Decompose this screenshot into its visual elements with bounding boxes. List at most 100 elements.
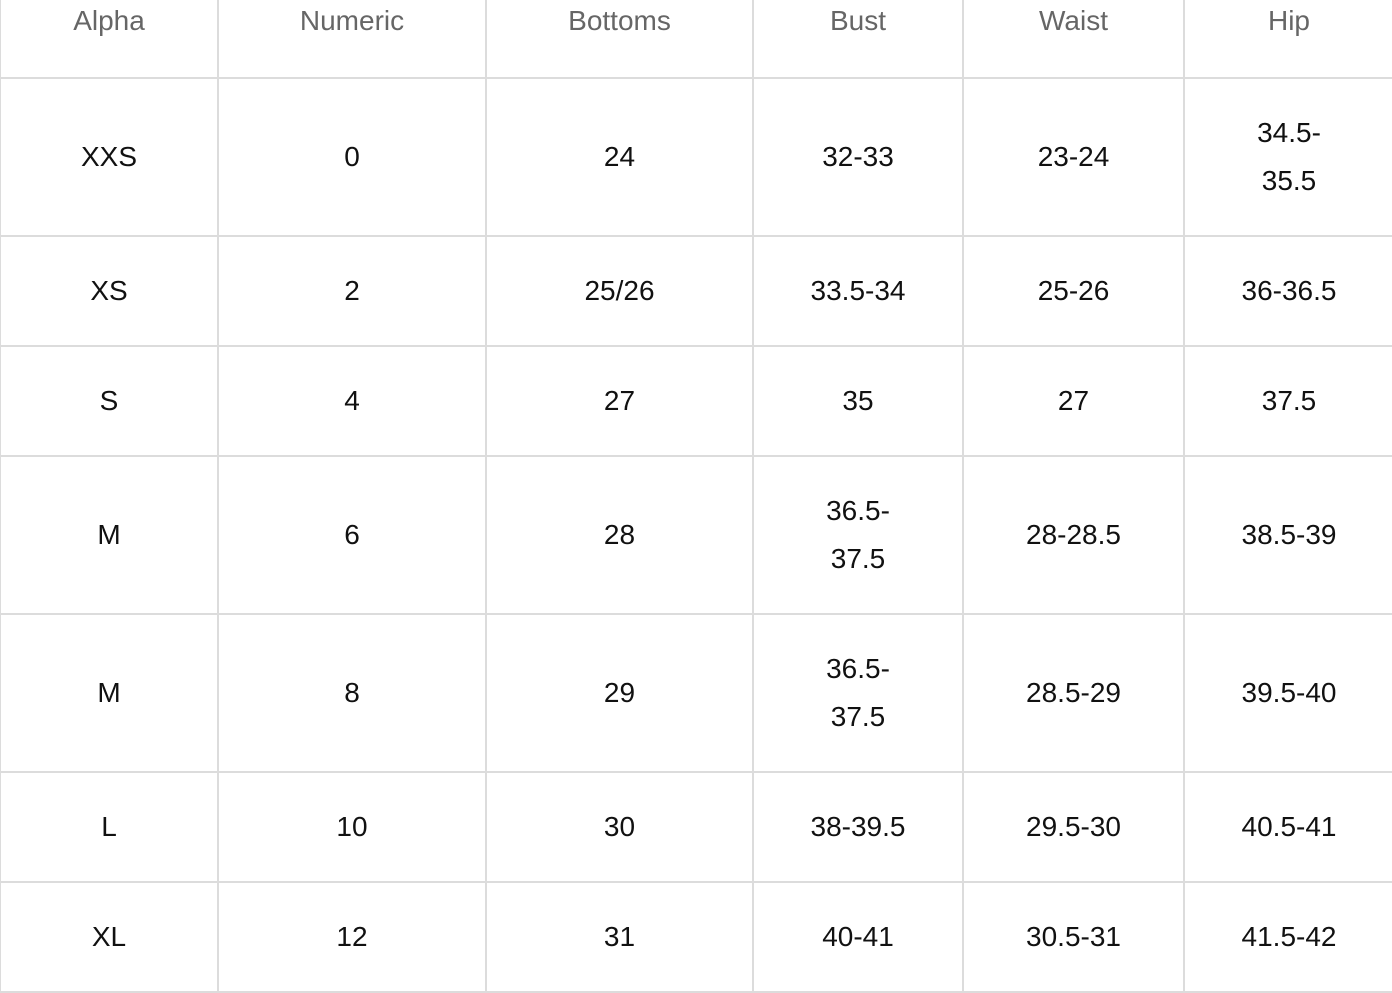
cell-alpha: S bbox=[0, 345, 219, 457]
cell-value: M bbox=[97, 677, 121, 708]
cell-value: 30 bbox=[603, 811, 636, 842]
table-row: XXS 0 24 32-33 23-24 34.5-35.5 bbox=[0, 77, 1392, 237]
cell-value: 36-36.5 bbox=[1241, 275, 1337, 306]
cell-value: M bbox=[97, 519, 121, 550]
cell-hip: 40.5-41 bbox=[1183, 771, 1392, 883]
cell-numeric: 6 bbox=[217, 455, 487, 615]
cell-alpha: XS bbox=[0, 235, 219, 347]
cell-bust: 40-41 bbox=[752, 881, 964, 993]
cell-waist: 30.5-31 bbox=[962, 881, 1185, 993]
cell-value: 10 bbox=[336, 811, 368, 842]
cell-value: 25/26 bbox=[584, 275, 655, 306]
table-row: L 10 30 38-39.5 29.5-30 40.5-41 bbox=[0, 771, 1392, 883]
column-header-label: Bottoms bbox=[568, 5, 671, 36]
column-header-hip: Hip bbox=[1183, 0, 1392, 79]
cell-value: XXS bbox=[80, 141, 138, 172]
cell-value: 4 bbox=[344, 385, 360, 416]
cell-numeric: 10 bbox=[217, 771, 487, 883]
cell-value: 35 bbox=[842, 385, 874, 416]
cell-value: 28 bbox=[603, 519, 636, 550]
cell-bust: 35 bbox=[752, 345, 964, 457]
cell-hip: 36-36.5 bbox=[1183, 235, 1392, 347]
cell-value: 8 bbox=[344, 677, 360, 708]
table-row: XS 2 25/26 33.5-34 25-26 36-36.5 bbox=[0, 235, 1392, 347]
cell-waist: 25-26 bbox=[962, 235, 1185, 347]
cell-bust: 36.5-37.5 bbox=[752, 455, 964, 615]
cell-value: 39.5-40 bbox=[1241, 677, 1337, 708]
cell-value: 25-26 bbox=[1037, 275, 1110, 306]
cell-bottoms: 24 bbox=[485, 77, 754, 237]
cell-alpha: XL bbox=[0, 881, 219, 993]
table-row: S 4 27 35 27 37.5 bbox=[0, 345, 1392, 457]
cell-alpha: L bbox=[0, 771, 219, 883]
cell-value: 40.5-41 bbox=[1241, 811, 1337, 842]
cell-bottoms: 28 bbox=[485, 455, 754, 615]
cell-hip: 38.5-39 bbox=[1183, 455, 1392, 615]
cell-value: XL bbox=[91, 921, 127, 952]
cell-value: 12 bbox=[336, 921, 368, 952]
cell-value: 36.5-37.5 bbox=[826, 495, 890, 574]
cell-value: 38.5-39 bbox=[1241, 519, 1337, 550]
cell-value: 34.5-35.5 bbox=[1257, 117, 1321, 196]
cell-numeric: 12 bbox=[217, 881, 487, 993]
cell-value: 28-28.5 bbox=[1026, 519, 1121, 550]
cell-bottoms: 25/26 bbox=[485, 235, 754, 347]
cell-value: 37.5 bbox=[1261, 385, 1317, 416]
cell-value: 38-39.5 bbox=[810, 811, 906, 842]
column-header-alpha: Alpha bbox=[0, 0, 219, 79]
cell-value: 27 bbox=[603, 385, 636, 416]
cell-hip: 39.5-40 bbox=[1183, 613, 1392, 773]
cell-value: 32-33 bbox=[822, 141, 894, 172]
cell-numeric: 2 bbox=[217, 235, 487, 347]
cell-waist: 28.5-29 bbox=[962, 613, 1185, 773]
table-row: XL 12 31 40-41 30.5-31 41.5-42 bbox=[0, 881, 1392, 993]
cell-bottoms: 30 bbox=[485, 771, 754, 883]
column-header-bottoms: Bottoms bbox=[485, 0, 754, 79]
table-row: M 8 29 36.5-37.5 28.5-29 39.5-40 bbox=[0, 613, 1392, 773]
cell-value: 33.5-34 bbox=[810, 275, 906, 306]
column-header-label: Alpha bbox=[73, 5, 145, 36]
cell-value: 29 bbox=[603, 677, 636, 708]
cell-bust: 32-33 bbox=[752, 77, 964, 237]
cell-value: S bbox=[99, 385, 119, 416]
cell-value: L bbox=[101, 811, 117, 842]
cell-value: 40-41 bbox=[822, 921, 894, 952]
cell-hip: 34.5-35.5 bbox=[1183, 77, 1392, 237]
cell-value: 41.5-42 bbox=[1241, 921, 1337, 952]
cell-waist: 23-24 bbox=[962, 77, 1185, 237]
column-header-numeric: Numeric bbox=[217, 0, 487, 79]
cell-value: 6 bbox=[344, 519, 360, 550]
cell-hip: 37.5 bbox=[1183, 345, 1392, 457]
cell-alpha: XXS bbox=[0, 77, 219, 237]
cell-value: 30.5-31 bbox=[1026, 921, 1121, 952]
column-header-label: Bust bbox=[829, 5, 887, 36]
cell-value: 24 bbox=[603, 141, 636, 172]
column-header-label: Hip bbox=[1267, 5, 1310, 36]
cell-numeric: 4 bbox=[217, 345, 487, 457]
cell-value: XS bbox=[90, 275, 128, 306]
header-row: Alpha Numeric Bottoms Bust Waist Hip bbox=[0, 0, 1392, 79]
cell-bust: 38-39.5 bbox=[752, 771, 964, 883]
cell-value: 28.5-29 bbox=[1026, 677, 1121, 708]
cell-alpha: M bbox=[0, 455, 219, 615]
cell-bottoms: 29 bbox=[485, 613, 754, 773]
cell-numeric: 0 bbox=[217, 77, 487, 237]
cell-bottoms: 27 bbox=[485, 345, 754, 457]
column-header-label: Waist bbox=[1039, 5, 1108, 36]
cell-bottoms: 31 bbox=[485, 881, 754, 993]
cell-value: 29.5-30 bbox=[1026, 811, 1121, 842]
cell-value: 27 bbox=[1057, 385, 1090, 416]
column-header-waist: Waist bbox=[962, 0, 1185, 79]
cell-bust: 36.5-37.5 bbox=[752, 613, 964, 773]
cell-waist: 28-28.5 bbox=[962, 455, 1185, 615]
cell-value: 0 bbox=[344, 141, 360, 172]
cell-numeric: 8 bbox=[217, 613, 487, 773]
cell-alpha: M bbox=[0, 613, 219, 773]
cell-waist: 27 bbox=[962, 345, 1185, 457]
table-row: M 6 28 36.5-37.5 28-28.5 38.5-39 bbox=[0, 455, 1392, 615]
cell-value: 36.5-37.5 bbox=[826, 653, 890, 732]
cell-bust: 33.5-34 bbox=[752, 235, 964, 347]
cell-value: 31 bbox=[603, 921, 636, 952]
cell-value: 23-24 bbox=[1037, 141, 1110, 172]
